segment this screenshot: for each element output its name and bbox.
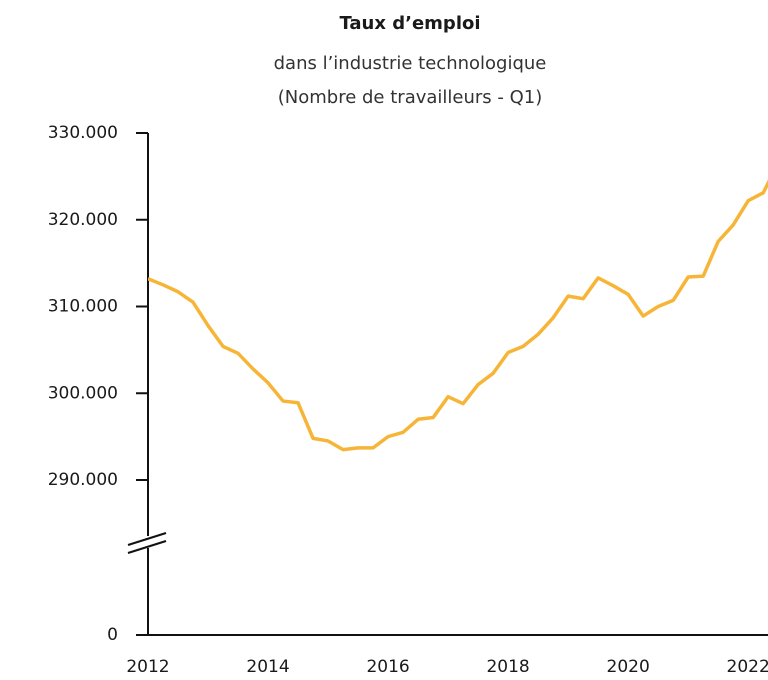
y-tick-label: 300.000 xyxy=(48,383,118,403)
chart-title: Taux d’emploi xyxy=(339,13,480,34)
x-tick-label: 2014 xyxy=(246,657,289,677)
plot-area xyxy=(148,179,768,452)
line-series xyxy=(148,179,768,452)
y-tick-label: 290.000 xyxy=(48,470,118,490)
axis-break xyxy=(127,540,167,554)
y-tick-label: 320.000 xyxy=(48,210,118,230)
x-tick-label: 2020 xyxy=(607,657,650,677)
x-tick-label: 2022 xyxy=(727,657,768,677)
y-tick-label: 330.000 xyxy=(48,123,118,143)
y-tick-label: 310.000 xyxy=(48,297,118,317)
x-tick-label: 2012 xyxy=(126,657,169,677)
axis-break xyxy=(127,532,167,546)
chart-subtitle: dans l’industrie technologique xyxy=(274,53,547,74)
chart-subtitle: (Nombre de travailleurs - Q1) xyxy=(278,87,543,108)
x-tick-label: 2016 xyxy=(366,657,409,677)
x-tick-label: 2018 xyxy=(486,657,529,677)
y-tick-label: 0 xyxy=(107,625,118,645)
axis-break-gap xyxy=(145,536,151,548)
